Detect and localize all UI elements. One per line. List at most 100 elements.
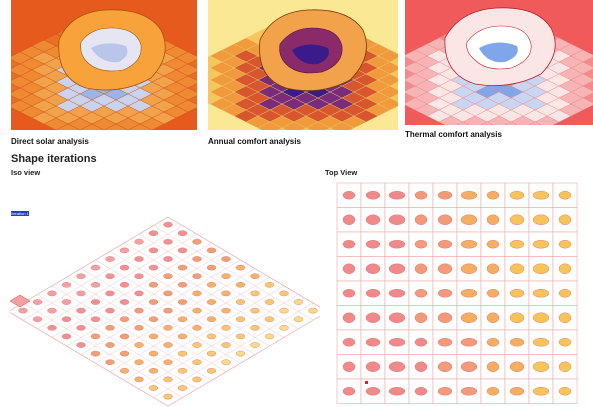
iteration-shape-icon (221, 325, 231, 331)
iteration-shape-icon (250, 273, 260, 280)
iteration-shape-icon (365, 338, 381, 347)
iteration-shape-icon (134, 238, 144, 245)
direct-solar-panel (11, 0, 197, 130)
iteration-shape-icon (250, 290, 260, 297)
iteration-shape-icon (119, 299, 130, 305)
iteration-shape-icon (221, 273, 231, 280)
top-view-image (336, 182, 578, 404)
iteration-shape-icon (148, 350, 159, 357)
selected-cell-marker[interactable] (365, 381, 368, 384)
iteration-shape-icon (342, 387, 356, 396)
iteration-shape-icon (388, 361, 406, 372)
iteration-shape-icon (388, 214, 406, 225)
iteration-shape-icon (558, 312, 572, 323)
iteration-shape-icon (148, 385, 159, 391)
iteration-shape-icon (163, 238, 173, 245)
iteration-shape-icon (558, 240, 572, 249)
thermal-comfort-panel (405, 0, 593, 125)
top-view-grid (336, 182, 581, 407)
iteration-shape-icon (558, 263, 572, 274)
selected-iteration-marker[interactable] (10, 294, 31, 308)
iteration-shape-icon (460, 387, 478, 396)
iteration-shape-icon (532, 191, 550, 200)
iteration-shape-icon (235, 264, 246, 271)
iteration-shape-icon (119, 333, 130, 340)
shape-iterations-title: Shape iterations (11, 153, 97, 165)
iteration-shape-icon (76, 273, 86, 280)
iteration-shape-icon (76, 325, 86, 331)
iteration-shape-icon (437, 338, 453, 347)
iteration-shape-icon (532, 240, 550, 249)
iteration-shape-icon (177, 350, 188, 357)
iteration-shape-icon (342, 361, 356, 372)
iteration-shape-icon (558, 289, 572, 298)
annual-comfort-caption: Annual comfort analysis (208, 137, 301, 146)
iteration-shape-icon (148, 333, 159, 340)
iteration-shape-icon (486, 240, 500, 249)
building-form-icon (444, 7, 556, 86)
iteration-shape-icon (388, 387, 406, 396)
iteration-shape-icon (264, 282, 275, 288)
iteration-shape-icon (509, 312, 525, 323)
iteration-shape-icon (460, 312, 478, 323)
iteration-shape-icon (437, 214, 453, 225)
iteration-shape-icon (365, 361, 381, 372)
iteration-shape-icon (532, 361, 550, 372)
iteration-shape-icon (365, 289, 381, 298)
iteration-shape-icon (365, 240, 381, 249)
iteration-shape-icon (532, 338, 550, 347)
iteration-shape-icon (134, 290, 144, 297)
iteration-shape-icon (206, 264, 217, 271)
iteration-shape-icon (148, 282, 159, 288)
iteration-shape-icon (460, 338, 478, 347)
iteration-shape-icon (509, 214, 525, 225)
iteration-shape-icon (192, 359, 202, 365)
iteration-shape-icon (460, 240, 478, 249)
iteration-shape-icon (90, 299, 101, 305)
iteration-shape-icon (342, 312, 356, 323)
iteration-shape-icon (532, 312, 550, 323)
iso-view-label: Iso view (11, 168, 41, 177)
iteration-shape-icon (414, 214, 428, 225)
iteration-shape-icon (163, 393, 173, 400)
iteration-shape-icon (342, 214, 356, 225)
iteration-shape-icon (388, 191, 406, 200)
iteration-shape-icon (76, 290, 86, 297)
iteration-shape-icon (134, 325, 144, 331)
iteration-shape-icon (235, 350, 246, 357)
iteration-shape-icon (264, 333, 275, 340)
iteration-shape-icon (486, 312, 500, 323)
iteration-shape-icon (119, 350, 130, 357)
iteration-shape-icon (148, 247, 159, 254)
iteration-shape-icon (365, 312, 381, 323)
iteration-shape-icon (90, 333, 101, 340)
iteration-shape-icon (61, 299, 72, 305)
iteration-shape-icon (47, 290, 57, 297)
iteration-shape-icon (558, 361, 572, 372)
iteration-tag[interactable]: Iteration 1 (11, 211, 29, 216)
iteration-shape-icon (437, 312, 453, 323)
iteration-shape-icon (558, 214, 572, 225)
iteration-shape-icon (105, 359, 115, 365)
iteration-shape-icon (414, 387, 428, 396)
iteration-shape-icon (414, 240, 428, 249)
iteration-shape-icon (163, 342, 173, 348)
iteration-shape-icon (558, 387, 572, 396)
iteration-shape-icon (250, 342, 260, 348)
iteration-shape-icon (264, 316, 275, 322)
iteration-shape-icon (414, 338, 428, 347)
iteration-shape-icon (90, 316, 101, 322)
iteration-shape-icon (105, 273, 115, 280)
iteration-shape-icon (206, 333, 217, 340)
iteration-shape-icon (177, 316, 188, 322)
iteration-shape-icon (90, 282, 101, 288)
iteration-shape-icon (105, 307, 115, 314)
iteration-shape-icon (486, 387, 500, 396)
iteration-shape-icon (105, 325, 115, 331)
iteration-shape-icon (105, 290, 115, 297)
iteration-shape-icon (192, 290, 202, 297)
iteration-shape-icon (163, 376, 173, 383)
iteration-shape-icon (221, 342, 231, 348)
iteration-shape-icon (18, 307, 28, 314)
iteration-shape-icon (90, 350, 101, 357)
